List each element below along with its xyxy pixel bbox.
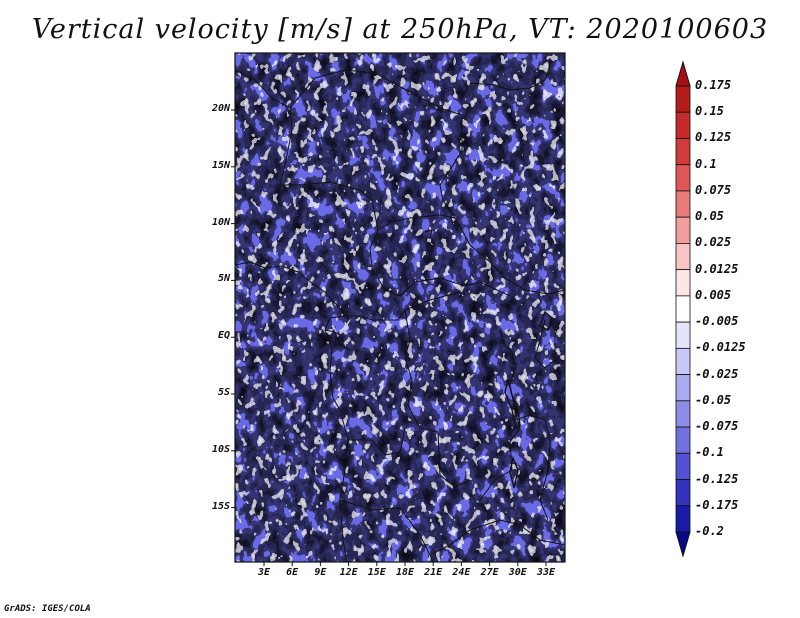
colorbar-label: 0.15: [695, 104, 724, 119]
colorbar-segment: [675, 269, 691, 297]
colorbar-segment: [675, 321, 691, 349]
colorbar-label: -0.125: [695, 471, 739, 486]
colorbar-segment: [675, 505, 691, 533]
colorbar-label: 0.05: [695, 209, 724, 224]
lon-tick-label: 3E: [257, 567, 271, 578]
velocity-field: [235, 53, 565, 562]
colorbar-label: 0.175: [695, 78, 732, 92]
colorbar-label: 0.025: [695, 235, 732, 250]
lon-tick-label: 33E: [536, 567, 556, 578]
lon-tick-label: 15E: [367, 567, 386, 578]
colorbar-segment: [675, 452, 691, 480]
colorbar-segment: [675, 295, 691, 323]
colorbar-segment: [675, 164, 691, 192]
colorbar-label: 0.1: [695, 156, 717, 171]
colorbar-label: 0.075: [695, 182, 732, 197]
colorbar-segment: [675, 426, 691, 454]
axis-ticks: [231, 109, 547, 566]
colorbar-label: -0.025: [695, 366, 739, 381]
lon-tick-label: 30E: [508, 567, 527, 578]
colorbar-label: -0.2: [695, 524, 724, 538]
lakes: [504, 310, 553, 489]
colorbar-segment: [675, 85, 691, 113]
lat-tick-label: EQ: [217, 330, 230, 342]
lon-tick-label: 9E: [314, 567, 327, 578]
colorbar-label: 0.0125: [695, 261, 739, 276]
colorbar-label: -0.0125: [695, 340, 746, 355]
colorbar-segment: [675, 190, 691, 218]
colorbar-segment: [675, 243, 691, 271]
colorbar-segment: [675, 479, 691, 507]
grads-credit: GrADS: IGES/COLA: [4, 604, 91, 614]
lon-tick-label: 27E: [480, 567, 499, 578]
lat-tick-label: 5S: [217, 387, 230, 398]
colorbar-segment: [675, 374, 691, 402]
colorbar-label: -0.1: [695, 445, 724, 460]
colorbar-top-arrow: [675, 60, 691, 87]
plot-frame: [234, 52, 566, 563]
colorbar-segment: [675, 216, 691, 244]
lat-tick-label: 20N: [211, 103, 230, 114]
lat-tick-label: 10S: [211, 443, 230, 455]
lat-tick-label: 10N: [211, 216, 230, 228]
lon-tick-label: 6E: [286, 567, 299, 578]
colorbar-segment: [675, 138, 691, 166]
lat-tick-label: 5N: [217, 273, 230, 285]
colorbar-segment: [675, 347, 691, 375]
colorbar: [675, 60, 691, 558]
chart-title: Vertical velocity [m/s] at 250hPa, VT: 2…: [31, 14, 769, 45]
lon-tick-label: 24E: [452, 567, 471, 578]
colorbar-label: -0.005: [695, 314, 739, 329]
lon-tick-label: 18E: [395, 567, 415, 578]
lon-tick-label: 21E: [424, 567, 443, 578]
colorbar-label: -0.175: [695, 497, 739, 512]
colorbar-segment: [675, 400, 691, 428]
lon-tick-label: 12E: [339, 567, 358, 578]
colorbar-label: 0.005: [695, 287, 732, 302]
lat-tick-label: 15S: [211, 500, 230, 512]
colorbar-label: -0.05: [695, 392, 732, 407]
colorbar-label: -0.075: [695, 419, 739, 434]
colorbar-bottom-arrow: [675, 531, 691, 558]
colorbar-segment: [675, 111, 691, 139]
colorbar-label: 0.125: [695, 130, 732, 145]
lat-tick-label: 15N: [211, 159, 230, 171]
country-borders: [235, 64, 565, 562]
